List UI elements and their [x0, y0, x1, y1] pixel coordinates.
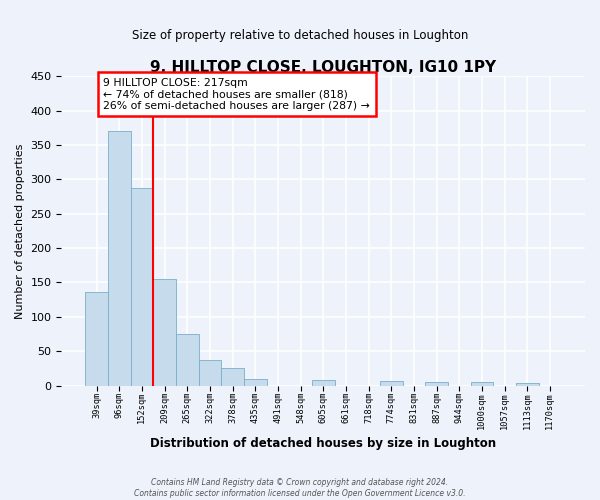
Y-axis label: Number of detached properties: Number of detached properties — [15, 143, 25, 318]
Bar — [221, 368, 244, 386]
X-axis label: Distribution of detached houses by size in Loughton: Distribution of detached houses by size … — [150, 437, 496, 450]
Bar — [244, 379, 266, 386]
Bar — [199, 360, 221, 386]
Text: 9 HILLTOP CLOSE: 217sqm
← 74% of detached houses are smaller (818)
26% of semi-d: 9 HILLTOP CLOSE: 217sqm ← 74% of detache… — [103, 78, 370, 110]
Title: 9, HILLTOP CLOSE, LOUGHTON, IG10 1PY: 9, HILLTOP CLOSE, LOUGHTON, IG10 1PY — [150, 60, 496, 75]
Bar — [470, 382, 493, 386]
Bar — [153, 279, 176, 386]
Bar — [85, 292, 108, 386]
Bar — [312, 380, 335, 386]
Bar — [380, 381, 403, 386]
Text: Contains HM Land Registry data © Crown copyright and database right 2024.
Contai: Contains HM Land Registry data © Crown c… — [134, 478, 466, 498]
Text: Size of property relative to detached houses in Loughton: Size of property relative to detached ho… — [132, 28, 468, 42]
Bar — [108, 131, 131, 386]
Bar — [176, 334, 199, 386]
Bar — [131, 188, 153, 386]
Bar — [425, 382, 448, 386]
Bar — [516, 383, 539, 386]
